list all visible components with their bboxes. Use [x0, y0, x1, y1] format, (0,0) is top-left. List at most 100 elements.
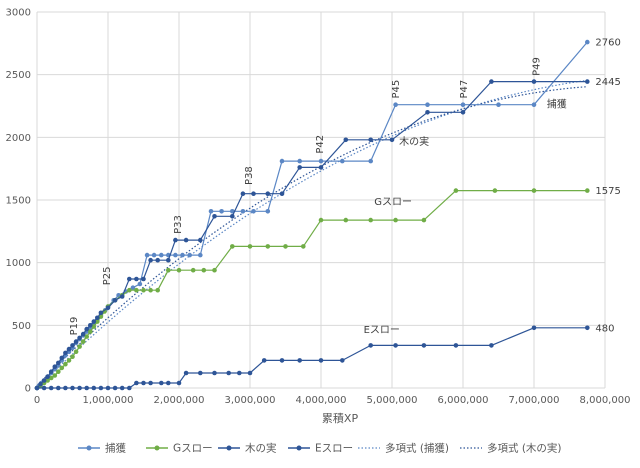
data-point	[265, 191, 271, 196]
data-point	[247, 244, 253, 249]
x-tick-label: 0	[34, 395, 40, 406]
data-point	[105, 305, 111, 311]
data-point	[159, 252, 164, 258]
data-point	[73, 349, 79, 355]
data-point	[492, 188, 498, 193]
data-point	[63, 361, 68, 367]
x-tick-label: 3,000,000	[225, 395, 276, 406]
series-1	[34, 188, 590, 391]
data-point	[151, 252, 157, 258]
x-tick-label: 7,000,000	[509, 395, 560, 406]
data-point	[318, 217, 324, 223]
data-point	[265, 209, 271, 214]
data-point	[453, 188, 459, 193]
data-point	[279, 158, 285, 164]
data-point	[173, 237, 178, 243]
y-tick-label: 500	[12, 321, 31, 332]
data-point	[421, 217, 427, 223]
data-point	[261, 358, 267, 363]
data-point	[585, 79, 590, 84]
data-point	[453, 343, 459, 348]
legend-item: 捕獲	[78, 442, 126, 455]
data-point	[585, 188, 590, 193]
data-point	[496, 102, 501, 107]
data-point	[91, 385, 97, 391]
data-point	[183, 370, 189, 376]
data-point	[219, 209, 224, 214]
series-3	[34, 325, 590, 391]
data-point	[318, 165, 324, 170]
data-point	[585, 325, 590, 331]
data-point	[237, 370, 242, 376]
legend-item: Gスロー	[146, 443, 213, 455]
data-point	[130, 285, 136, 291]
data-point	[166, 267, 171, 273]
data-point	[77, 344, 82, 349]
data-point	[119, 294, 125, 299]
data-point	[127, 287, 132, 293]
data-point	[283, 244, 288, 249]
end-value-label: 1575	[595, 186, 620, 197]
legend-marker	[296, 445, 302, 451]
series-inline-label: 捕獲	[547, 97, 567, 110]
end-value-label: 2445	[595, 77, 620, 88]
legend-marker	[86, 445, 92, 451]
data-point	[155, 287, 160, 293]
data-point	[279, 358, 285, 363]
annotation-label: P45	[391, 80, 402, 99]
data-point	[80, 339, 86, 344]
annotation-label: P25	[102, 266, 113, 285]
data-point	[531, 102, 537, 107]
data-point	[66, 358, 72, 363]
data-point	[190, 267, 196, 273]
data-point	[368, 137, 374, 143]
series-inline-label: Eスロー	[364, 325, 400, 336]
data-point	[98, 314, 104, 319]
data-point	[183, 237, 189, 243]
data-point	[226, 370, 231, 376]
y-tick-label: 2500	[6, 70, 31, 81]
data-point	[368, 343, 374, 348]
data-point	[176, 380, 182, 386]
data-point	[251, 191, 256, 196]
data-point	[489, 343, 494, 348]
x-tick-label: 4,000,000	[296, 395, 347, 406]
data-point	[95, 319, 100, 324]
data-point	[134, 287, 139, 293]
data-point	[56, 385, 61, 391]
data-point	[141, 287, 146, 293]
data-point	[489, 79, 494, 84]
data-point	[48, 375, 54, 381]
data-point	[84, 334, 89, 339]
trendlines	[36, 79, 588, 389]
data-point	[141, 276, 146, 282]
data-point	[63, 385, 68, 391]
annotation-label: P38	[244, 166, 255, 185]
data-point	[66, 346, 72, 352]
data-point	[112, 298, 118, 303]
x-axis-title: 累積XP	[322, 411, 359, 425]
data-point	[45, 374, 50, 380]
data-point	[63, 350, 68, 356]
data-point	[297, 358, 303, 363]
y-tick-label: 2000	[6, 133, 31, 144]
data-point	[393, 217, 398, 223]
data-point	[531, 325, 537, 331]
data-point	[119, 385, 125, 391]
legend-item: 木の実	[218, 442, 277, 455]
series-2	[34, 79, 590, 391]
data-point	[134, 380, 139, 386]
data-point	[56, 360, 61, 366]
data-point	[393, 343, 398, 348]
legend-label: 多項式 (木の実)	[487, 442, 562, 455]
annotation-label: P33	[173, 215, 184, 234]
y-tick-label: 1500	[6, 196, 31, 207]
x-tick-label: 5,000,000	[367, 395, 418, 406]
data-point	[166, 257, 171, 263]
data-point	[144, 252, 150, 258]
data-point	[585, 39, 590, 45]
data-point	[368, 158, 374, 164]
legend-marker	[154, 445, 160, 451]
data-point	[73, 339, 79, 344]
